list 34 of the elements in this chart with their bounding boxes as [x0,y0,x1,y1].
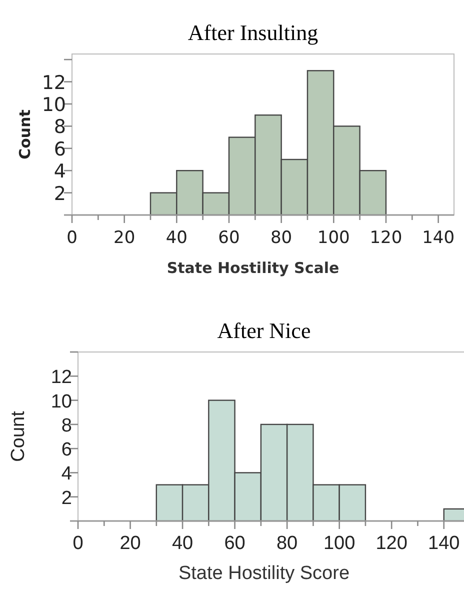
x-tick-label: 0 [66,228,78,248]
x-tick-label: 0 [72,533,84,554]
x-tick-label: 80 [270,228,292,248]
x-axis-title: State Hostility Scale [166,259,340,277]
y-tick-label: 2 [61,488,72,509]
chart-title: After Nice [217,318,311,343]
x-tick-label: 140 [422,228,455,248]
x-tick-label: 40 [166,228,188,248]
x-tick-label: 60 [224,533,246,554]
y-tick-label: 2 [54,182,66,205]
chart-title: After Insulting [188,20,318,45]
x-tick-label: 100 [317,228,350,248]
x-tick-label: 140 [428,533,460,554]
x-axis-title: State Hostility Score [178,563,350,584]
x-tick-label: 20 [120,533,141,554]
x-tick-label: 100 [323,533,356,554]
y-tick-label: 12 [50,367,72,388]
y-tick-label: 6 [61,440,72,461]
y-tick-label: 12 [42,72,66,94]
x-tick-label: 20 [114,228,136,248]
y-tick-label: 8 [54,116,66,138]
y-axis-title: Count [8,410,29,462]
x-tick-label: 40 [172,533,194,554]
y-tick-label: 10 [42,94,66,116]
x-tick-label: 60 [218,228,240,248]
y-tick-label: 4 [61,464,72,485]
x-tick-label: 120 [376,533,408,554]
x-tick-label: 80 [276,533,298,554]
x-tick-label: 120 [370,228,402,248]
y-axis-title: Count [16,110,34,160]
y-tick-label: 4 [54,160,66,183]
y-tick-label: 10 [50,391,72,412]
y-tick-label: 6 [54,138,66,160]
y-tick-label: 8 [61,415,72,436]
